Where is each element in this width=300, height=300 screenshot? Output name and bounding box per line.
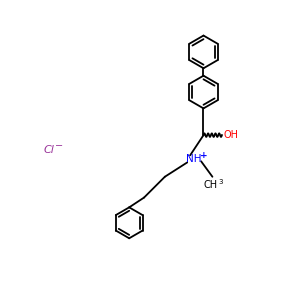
- Text: −: −: [56, 141, 64, 152]
- Text: +: +: [200, 151, 208, 160]
- Text: Cl: Cl: [44, 145, 55, 155]
- Text: NH: NH: [186, 154, 201, 164]
- Text: CH: CH: [204, 180, 218, 190]
- Text: 3: 3: [218, 178, 223, 184]
- Text: OH: OH: [223, 130, 238, 140]
